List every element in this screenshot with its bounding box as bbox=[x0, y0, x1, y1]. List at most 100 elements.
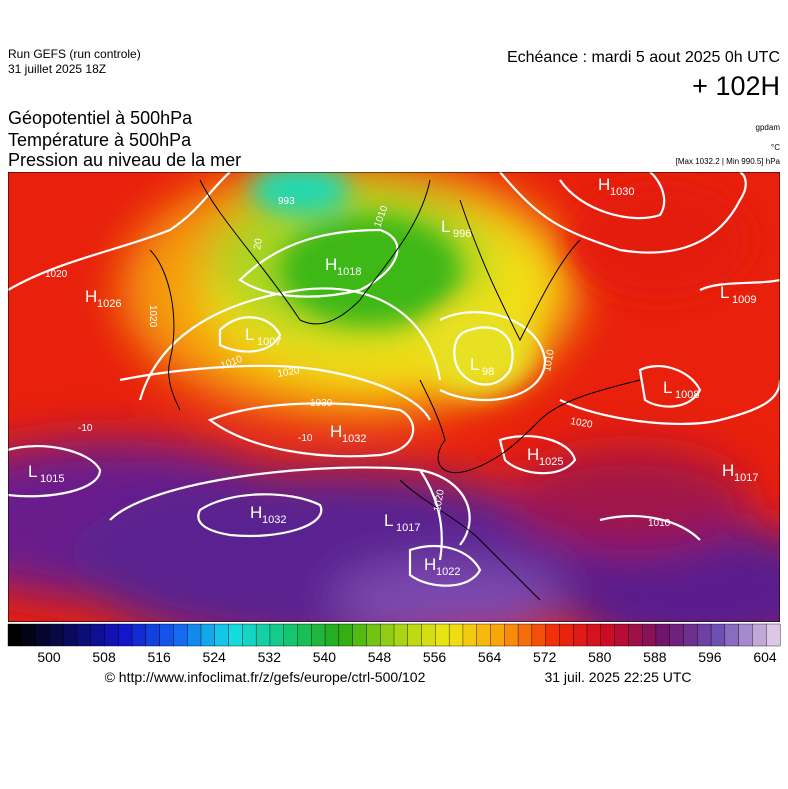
pressure-letter: H bbox=[250, 503, 262, 522]
colorbar-tick-label: 564 bbox=[478, 649, 502, 665]
pressure-letter: H bbox=[325, 255, 337, 274]
contour-label: 1020 bbox=[569, 416, 593, 431]
colorbar-swatch bbox=[352, 623, 367, 647]
colorbar-swatch bbox=[242, 623, 257, 647]
colorbar-swatch bbox=[76, 623, 92, 647]
colorbar-tick-label: 580 bbox=[588, 649, 612, 665]
colorbar-tick-label: 540 bbox=[313, 649, 337, 665]
colorbar-swatch bbox=[738, 623, 753, 647]
colorbar-swatch bbox=[669, 623, 685, 647]
run-name: Run GEFS (run controle) bbox=[8, 47, 141, 61]
colorbar-swatch bbox=[752, 623, 767, 647]
colorbar-swatch bbox=[187, 623, 202, 647]
colorbar-swatch bbox=[476, 623, 492, 647]
colorbar-swatch bbox=[35, 623, 50, 647]
colorbar-swatch bbox=[766, 623, 781, 647]
colorbar-swatch bbox=[338, 623, 354, 647]
colorbar: 500 508 516 524 532 540 548 556 564 572 580 588 596 6… bbox=[7, 623, 781, 665]
colorbar-swatch bbox=[159, 623, 174, 647]
colorbar-swatch bbox=[200, 623, 216, 647]
pressure-letter: H bbox=[598, 175, 610, 194]
title-3: Pression au niveau de la mer bbox=[8, 150, 241, 170]
pressure-value: 98 bbox=[482, 366, 494, 378]
colorbar-swatch bbox=[393, 623, 409, 647]
colorbar-swatch bbox=[118, 623, 133, 647]
pressure-letter: H bbox=[527, 445, 539, 464]
colorbar-swatch bbox=[697, 623, 712, 647]
colorbar-swatch bbox=[531, 623, 547, 647]
pressure-value: 1009 bbox=[732, 294, 756, 306]
pressure-value: 1022 bbox=[436, 566, 460, 578]
colorbar-swatch bbox=[559, 623, 574, 647]
title-2: Température à 500hPa bbox=[8, 130, 192, 150]
pressure-letter: L bbox=[245, 325, 254, 344]
pressure-value: 996 bbox=[453, 228, 471, 240]
lead-time: + 102H bbox=[692, 71, 780, 101]
pressure-letter: L bbox=[384, 511, 393, 530]
colorbar-swatch bbox=[228, 623, 243, 647]
colorbar-swatch bbox=[600, 623, 616, 647]
colorbar-swatch bbox=[7, 623, 23, 647]
colorbar-swatch bbox=[462, 623, 478, 647]
echeance: Echéance : mardi 5 aout 2025 0h UTC bbox=[507, 49, 780, 66]
pressure-letter: L bbox=[663, 378, 672, 397]
colorbar-tick-label: 596 bbox=[698, 649, 722, 665]
colorbar-swatch bbox=[628, 623, 643, 647]
colorbar-swatch bbox=[21, 623, 37, 647]
colorbar-swatch bbox=[614, 623, 629, 647]
contour-label: 1020 bbox=[432, 488, 447, 512]
colorbar-swatch bbox=[655, 623, 671, 647]
pressure-letter: L bbox=[720, 283, 729, 302]
colorbar-swatch bbox=[214, 623, 230, 647]
colorbar-swatch bbox=[517, 623, 533, 647]
colorbar-swatch bbox=[724, 623, 740, 647]
contour-label: 1020 bbox=[147, 305, 158, 328]
colorbar-swatch bbox=[504, 623, 519, 647]
colorbar-swatch bbox=[62, 623, 78, 647]
colorbar-swatch bbox=[297, 623, 312, 647]
colorbar-swatch bbox=[545, 623, 560, 647]
pressure-value: 1015 bbox=[40, 473, 64, 485]
colorbar-tick-label: 556 bbox=[423, 649, 447, 665]
colorbar-tick-label: 604 bbox=[753, 649, 777, 665]
contour-label: -10 bbox=[78, 423, 93, 434]
pressure-letter: L bbox=[470, 355, 479, 374]
contour-label: 1020 bbox=[277, 365, 301, 380]
colorbar-swatch bbox=[283, 623, 299, 647]
pressure-value: 1032 bbox=[342, 433, 366, 445]
colorbar-swatch bbox=[407, 623, 423, 647]
pressure-value: 1025 bbox=[539, 456, 563, 468]
colorbar-tick-label: 572 bbox=[533, 649, 557, 665]
colorbar-tick-label: 524 bbox=[203, 649, 227, 665]
pressure-value: 1032 bbox=[262, 514, 286, 526]
colorbar-swatch bbox=[104, 623, 119, 647]
unit-hpa: [Max 1032.2 | Min 990.5] hPa bbox=[676, 157, 781, 166]
colorbar-swatch bbox=[311, 623, 326, 647]
colorbar-swatch bbox=[255, 623, 271, 647]
map-field bbox=[8, 172, 780, 622]
timestamp: 31 juil. 2025 22:25 UTC bbox=[544, 669, 691, 685]
run-date: 31 juillet 2025 18Z bbox=[8, 62, 106, 76]
pressure-value: 1017 bbox=[396, 522, 420, 534]
colorbar-tick-label: 588 bbox=[643, 649, 667, 665]
pressure-value: 1030 bbox=[610, 186, 634, 198]
colorbar-swatch bbox=[586, 623, 602, 647]
unit-gpdam: gpdam bbox=[756, 123, 781, 132]
colorbar-swatch bbox=[641, 623, 657, 647]
colorbar-tick-label: 516 bbox=[147, 649, 171, 665]
colorbar-swatch bbox=[90, 623, 106, 647]
source-url: © http://www.infoclimat.fr/z/gefs/europe… bbox=[105, 669, 426, 685]
contour-label: 1010 bbox=[648, 518, 671, 529]
unit-celsius: °C bbox=[771, 143, 780, 152]
pressure-letter: H bbox=[330, 422, 342, 441]
colorbar-swatch bbox=[448, 623, 464, 647]
pressure-value: 1018 bbox=[337, 266, 361, 278]
contour-label: 1030 bbox=[310, 398, 333, 409]
pressure-value: 1017 bbox=[734, 472, 758, 484]
contour-label: 993 bbox=[278, 196, 295, 207]
contour-label: -10 bbox=[298, 433, 313, 444]
colorbar-swatch bbox=[710, 623, 726, 647]
colorbar-swatch bbox=[324, 623, 340, 647]
